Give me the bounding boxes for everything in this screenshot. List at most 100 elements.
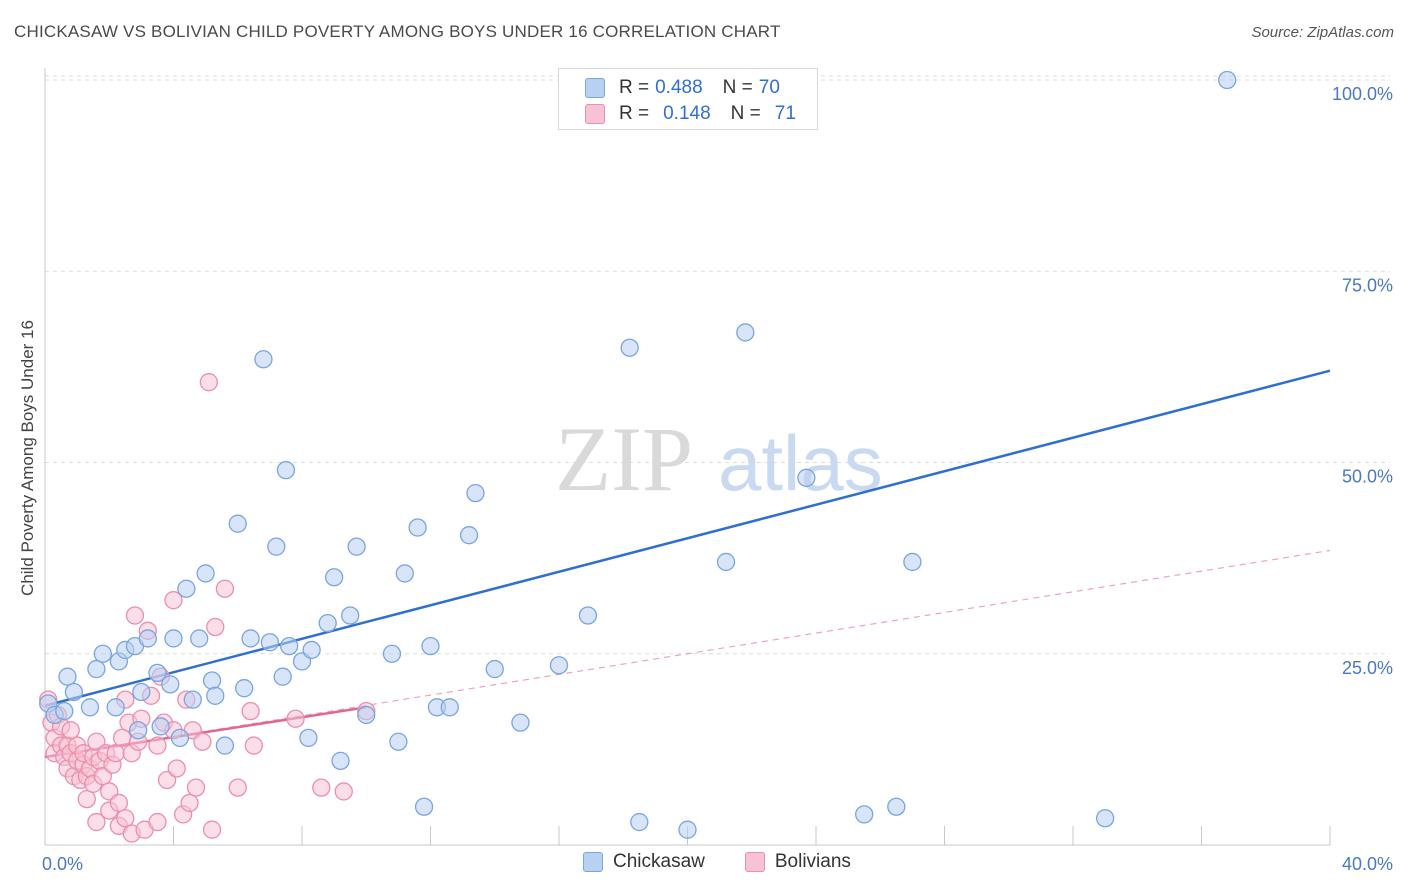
watermark-atlas: atlas: [718, 419, 883, 507]
point-bolivians: [167, 759, 186, 778]
chart-title: CHICKASAW VS BOLIVIAN CHILD POVERTY AMON…: [14, 22, 781, 41]
point-chickasaw: [132, 682, 151, 702]
y-tick-label: 50.0%: [1342, 467, 1393, 487]
point-chickasaw: [138, 629, 157, 648]
point-chickasaw: [620, 338, 639, 357]
point-chickasaw: [630, 812, 649, 832]
point-chickasaw: [466, 483, 485, 503]
legend-swatch-chickasaw: [585, 78, 605, 98]
point-chickasaw: [177, 579, 196, 598]
point-chickasaw: [578, 606, 598, 625]
point-bolivians: [116, 809, 135, 828]
point-bolivians: [112, 728, 132, 748]
point-chickasaw: [64, 682, 84, 702]
point-bolivians: [241, 701, 260, 721]
point-chickasaw: [87, 659, 106, 679]
legend-n-label: N =: [730, 103, 761, 124]
point-chickasaw: [299, 728, 318, 748]
point-chickasaw: [196, 564, 215, 583]
legend-r-value: 0.488: [655, 77, 703, 98]
grid-layer: [45, 75, 1390, 655]
point-chickasaw: [511, 713, 530, 732]
point-chickasaw: [302, 640, 321, 660]
point-chickasaw: [254, 350, 273, 369]
series-label-bolivians: Bolivians: [774, 851, 851, 872]
legend-n-value: 71: [774, 103, 796, 124]
point-bolivians: [106, 744, 125, 763]
point-chickasaw: [414, 797, 434, 816]
point-bolivians: [334, 782, 353, 801]
point-chickasaw: [241, 629, 260, 648]
point-chickasaw: [716, 552, 736, 572]
legend-r-value: 0.148: [663, 103, 711, 124]
point-chickasaw: [421, 636, 440, 656]
legend-n-label: N =: [722, 77, 753, 98]
point-bolivians: [199, 373, 218, 392]
series-swatch-bolivians: [744, 852, 765, 872]
point-bolivians: [193, 732, 212, 751]
point-bolivians: [148, 812, 167, 832]
point-chickasaw: [324, 568, 344, 587]
y-tick-label: 75.0%: [1342, 275, 1393, 295]
point-chickasaw: [235, 679, 254, 698]
point-chickasaw: [183, 690, 202, 709]
legend-row-bolivians: R = 0.148 N = 71: [585, 101, 802, 127]
point-chickasaw: [170, 728, 190, 748]
point-bolivians: [206, 617, 225, 637]
y-axis-title: Child Poverty Among Boys Under 16: [18, 320, 37, 596]
point-chickasaw: [440, 698, 459, 717]
point-chickasaw: [389, 732, 408, 751]
series-legend: Chickasaw Bolivians: [583, 851, 891, 873]
point-chickasaw: [190, 629, 209, 648]
point-chickasaw: [797, 468, 816, 487]
point-bolivians: [164, 591, 183, 610]
point-chickasaw: [58, 667, 77, 686]
point-chickasaw: [347, 537, 366, 556]
point-chickasaw: [276, 460, 296, 480]
series-label-chickasaw: Chickasaw: [613, 851, 705, 872]
trend-line-extended-bolivians: [44, 549, 1331, 758]
point-chickasaw: [164, 629, 183, 648]
point-bolivians: [109, 793, 129, 813]
point-chickasaw: [273, 667, 292, 686]
point-chickasaw: [341, 606, 360, 625]
point-chickasaw: [903, 552, 922, 572]
y-tick-label: 25.0%: [1342, 658, 1393, 678]
point-chickasaw: [549, 656, 569, 675]
point-bolivians: [312, 778, 331, 797]
point-bolivians: [61, 721, 80, 740]
point-chickasaw: [80, 698, 100, 717]
legend-n-value: 70: [758, 77, 780, 98]
series-legend-item-bolivians: Bolivians: [744, 851, 851, 873]
point-bolivians: [228, 778, 247, 797]
points-layer: [39, 70, 1237, 843]
legend-row-chickasaw: R = 0.488 N = 70: [585, 75, 786, 101]
point-chickasaw: [331, 751, 350, 770]
series-legend-item-chickasaw: Chickasaw: [583, 851, 705, 873]
point-bolivians: [180, 793, 199, 813]
point-chickasaw: [260, 633, 280, 652]
point-chickasaw: [1218, 70, 1237, 90]
x-tick-label: 40.0%: [1342, 854, 1393, 874]
point-bolivians: [202, 820, 222, 839]
point-chickasaw: [228, 514, 247, 533]
legend-r-label: R =: [619, 103, 650, 124]
correlation-legend: R = 0.488 N = 70 R = 0.148 N = 71: [558, 68, 818, 130]
point-bolivians: [215, 579, 235, 598]
point-chickasaw: [106, 698, 125, 717]
point-chickasaw: [855, 805, 874, 824]
point-chickasaw: [161, 675, 180, 694]
point-bolivians: [77, 789, 96, 809]
axis-layer: 25.0% 50.0% 75.0% 100.0% 0.0% 40.0%: [42, 68, 1393, 874]
point-chickasaw: [279, 636, 299, 656]
point-chickasaw: [736, 323, 755, 342]
point-chickasaw: [1095, 809, 1115, 828]
point-bolivians: [244, 736, 263, 755]
point-chickasaw: [129, 721, 148, 740]
point-chickasaw: [382, 644, 402, 663]
series-swatch-chickasaw: [583, 852, 603, 872]
point-bolivians: [87, 812, 106, 832]
point-chickasaw: [459, 526, 479, 545]
point-chickasaw: [55, 701, 74, 721]
point-chickasaw: [151, 717, 170, 736]
